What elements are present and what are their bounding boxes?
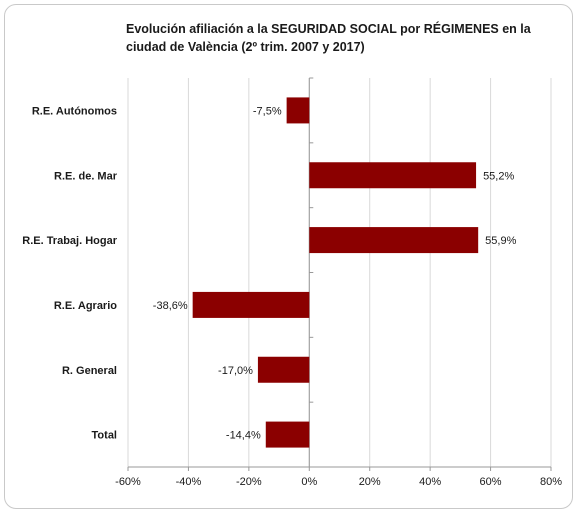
bar-3 bbox=[192, 291, 310, 318]
category-label-5: Total bbox=[92, 430, 117, 442]
chart-title: Evolución afiliación a la SEGURIDAD SOCI… bbox=[126, 22, 531, 54]
data-label-3: -38,6% bbox=[153, 300, 188, 312]
x-tick-label-2: -20% bbox=[236, 476, 262, 488]
data-label-1: 55,2% bbox=[483, 170, 514, 182]
data-label-5: -14,4% bbox=[226, 430, 261, 442]
bar-4 bbox=[257, 356, 310, 383]
x-tick-label-6: 60% bbox=[480, 476, 502, 488]
bar-2 bbox=[309, 227, 479, 254]
category-label-1: R.E. de. Mar bbox=[54, 170, 118, 182]
data-label-4: -17,0% bbox=[218, 365, 253, 377]
category-label-4: R. General bbox=[62, 365, 117, 377]
bar-0 bbox=[286, 97, 310, 124]
x-tick-label-3: 0% bbox=[301, 476, 317, 488]
x-tick-label-4: 20% bbox=[359, 476, 381, 488]
data-label-0: -7,5% bbox=[253, 105, 282, 117]
category-label-2: R.E. Trabaj. Hogar bbox=[22, 235, 117, 247]
category-label-3: R.E. Agrario bbox=[54, 300, 117, 312]
x-tick-label-7: 80% bbox=[540, 476, 562, 488]
x-tick-label-0: -60% bbox=[115, 476, 141, 488]
bar-5 bbox=[265, 421, 310, 448]
x-tick-label-5: 40% bbox=[419, 476, 441, 488]
category-label-0: R.E. Autónomos bbox=[32, 105, 117, 117]
data-label-2: 55,9% bbox=[485, 235, 516, 247]
x-tick-label-1: -40% bbox=[176, 476, 202, 488]
bar-1 bbox=[309, 162, 477, 189]
